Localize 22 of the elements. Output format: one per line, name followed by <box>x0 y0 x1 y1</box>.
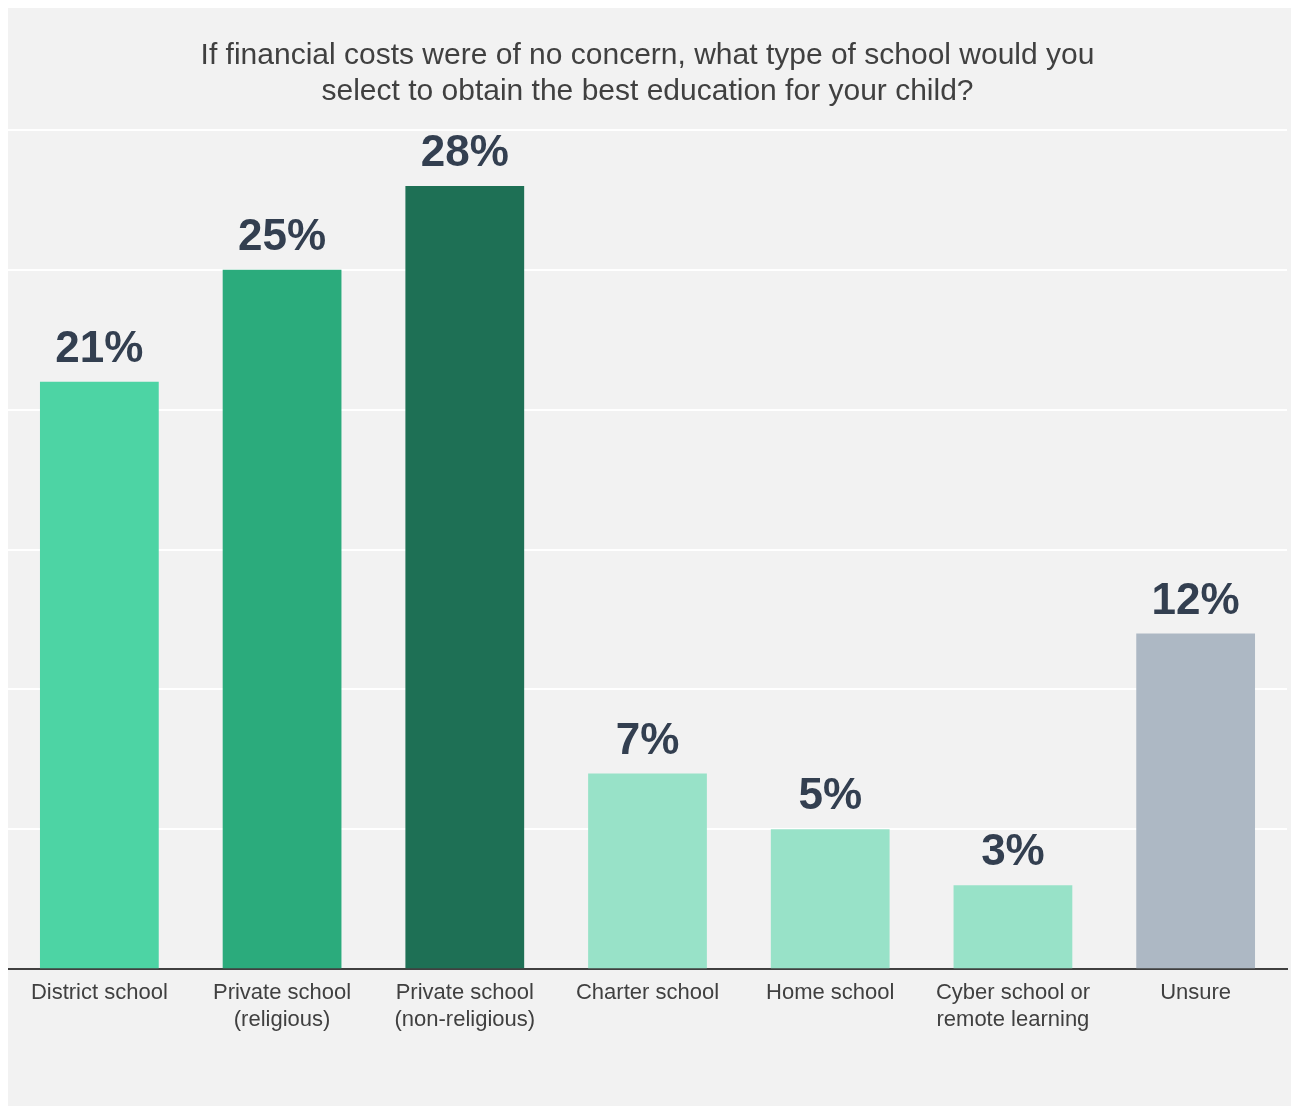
x-tick-label: Private school (non-religious) <box>394 979 536 1031</box>
bar <box>770 829 890 969</box>
data-label: 28% <box>420 126 509 176</box>
chart-title: If financial costs were of no concern, what type of school would you select to obtain the best education for your child? <box>200 37 1095 107</box>
data-label: 7% <box>615 713 680 763</box>
data-label: 21% <box>55 321 144 371</box>
data-label: 5% <box>798 769 863 819</box>
bar <box>953 885 1073 969</box>
data-label: 12% <box>1151 573 1240 623</box>
x-tick-label: Unsure <box>1160 979 1232 1005</box>
x-tick-label: Charter school <box>575 979 720 1005</box>
data-label: 3% <box>981 825 1045 875</box>
x-tick-label: Home school <box>766 979 895 1005</box>
x-tick-label: District school <box>30 979 168 1005</box>
x-tick-label: Cyber school or remote learning <box>935 979 1090 1031</box>
data-label: 25% <box>238 210 327 260</box>
x-tick-label: Private school (religious) <box>212 979 352 1031</box>
bar <box>1136 633 1256 969</box>
bar <box>222 269 342 969</box>
bar <box>588 773 707 969</box>
bar <box>39 381 159 969</box>
bar <box>405 185 525 969</box>
